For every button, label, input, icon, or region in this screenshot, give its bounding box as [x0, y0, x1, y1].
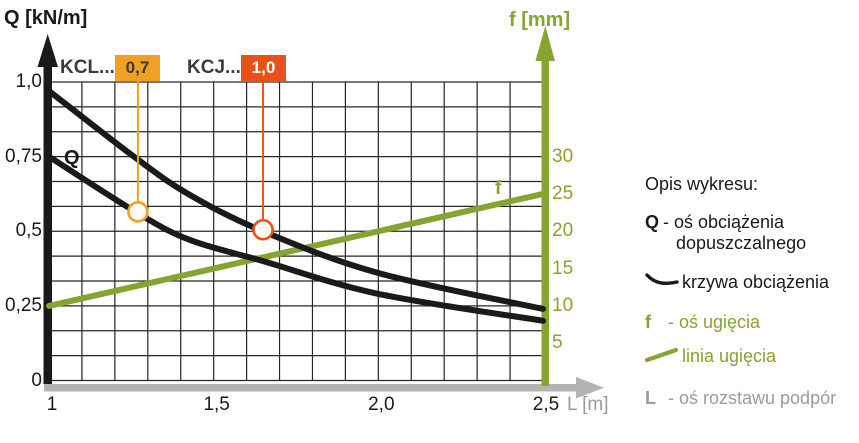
- l-axis-title: L [m]: [567, 394, 609, 415]
- legend-item-label: - oś obciążenia dopuszczalnego: [663, 212, 807, 253]
- series-load-curve: [46, 153, 546, 324]
- legend-item-deflection-line: linia ugięcia: [644, 345, 777, 368]
- legend-item-label: krzywa obciążenia: [682, 272, 830, 292]
- f-tick-label: 20: [552, 220, 574, 242]
- marker-point: [252, 218, 274, 241]
- x-tick-label: 1,5: [203, 394, 230, 415]
- legend-item-q-axis: Q - oś obciążenia dopuszczalnego: [645, 212, 844, 254]
- curve-glyph-icon: [645, 271, 679, 294]
- legend-symbol-f: f: [645, 312, 651, 332]
- x-tick-label: 2,5: [532, 394, 560, 415]
- legend-item-label: linia ugięcia: [682, 346, 777, 366]
- q-axis-title: Q [kN/m]: [4, 7, 88, 29]
- f-axis-title: f [mm]: [509, 9, 571, 31]
- q-axis-tick-labels: 0 0,25 0,5 0,75 1,0: [0, 0, 44, 443]
- series-deflection-line: [46, 190, 546, 309]
- legend-symbol-q: Q: [645, 212, 660, 232]
- f-tick-label: 25: [552, 182, 574, 204]
- f-tick-label: 10: [552, 294, 574, 316]
- q-tick-label: 1,0: [15, 71, 42, 92]
- series-label-kcj: KCJ...: [187, 57, 241, 78]
- x-tick-label: 1: [46, 394, 58, 415]
- legend-item-label: - oś ugięcia: [668, 312, 761, 332]
- q-tick-label: 0,25: [5, 294, 42, 316]
- legend-item-label: - oś rozstawu podpór: [668, 388, 837, 408]
- series-label-kcl: KCL...: [60, 57, 115, 78]
- kcj-value-badge: 1,0: [241, 55, 286, 81]
- f-tick-label: 5: [552, 332, 563, 354]
- legend: Opis wykresu: Q - oś obciążenia dopuszcz…: [644, 0, 859, 443]
- legend-item-load-curve: krzywa obciążenia: [645, 271, 829, 294]
- kcl-value-badge: 0,7: [115, 55, 160, 81]
- q-tick-label: 0,5: [15, 220, 42, 242]
- q-tick-label: 0,75: [5, 145, 42, 167]
- legend-symbol-l: L: [645, 388, 656, 408]
- f-tick-label: 15: [552, 257, 574, 279]
- l-axis-tick-labels: 1 1,5 2,0 2,5: [0, 394, 859, 418]
- series-load-curve: [46, 88, 546, 312]
- legend-title: Opis wykresu:: [645, 174, 759, 194]
- x-tick-label: 2,0: [368, 394, 395, 415]
- f-tick-label: 30: [552, 145, 574, 167]
- f-line-annotation: f: [495, 178, 502, 199]
- legend-item-l-axis: L - oś rozstawu podpór: [645, 388, 836, 409]
- marker-point: [127, 201, 149, 223]
- q-tick-label: 0: [31, 369, 42, 391]
- q-curve-annotation: Q: [64, 147, 80, 169]
- legend-item-f-axis: f - oś ugięcia: [645, 312, 760, 333]
- line-glyph-icon: [644, 345, 679, 368]
- f-axis-tick-labels: 5 10 15 20 25 30: [552, 0, 602, 443]
